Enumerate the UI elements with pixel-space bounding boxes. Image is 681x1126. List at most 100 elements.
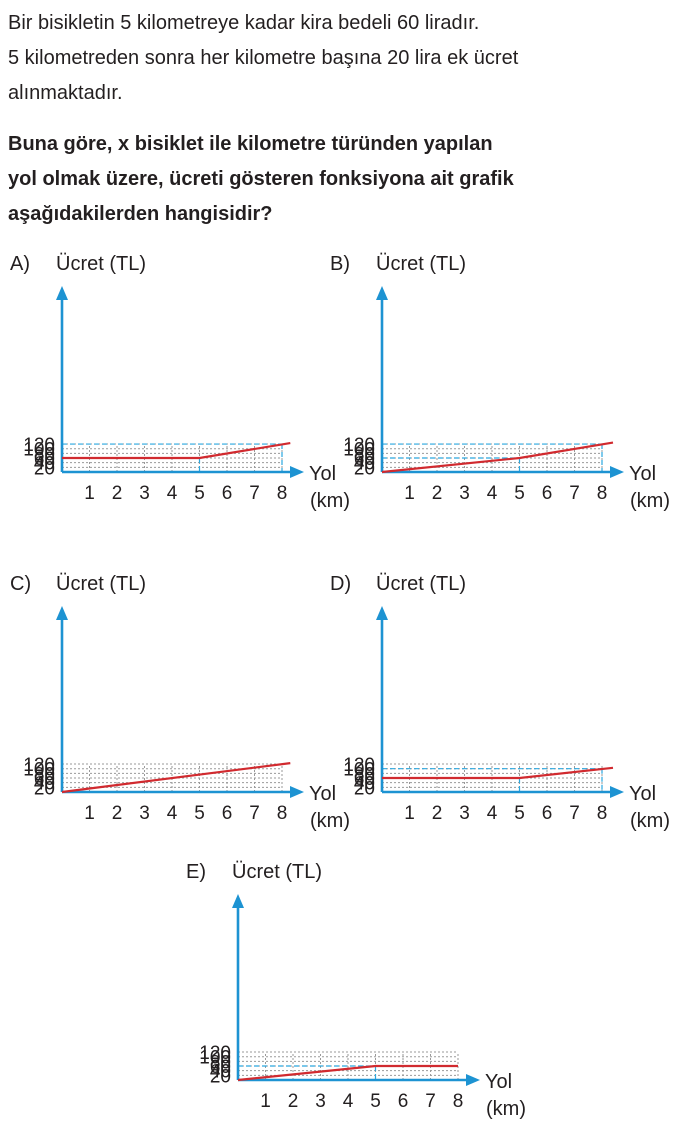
y-tick-label: 120: [343, 435, 375, 456]
x-tick-label: 3: [459, 803, 470, 824]
question-text: Buna göre, x bisiklet ile kilometre türü…: [8, 127, 676, 232]
x-tick-label: 4: [167, 803, 178, 824]
x-tick-label: 3: [139, 483, 150, 504]
option-label: D): [330, 573, 351, 595]
x-tick-label: 7: [569, 483, 580, 504]
y-tick-label: 100: [343, 760, 375, 781]
x-tick-label: 2: [112, 483, 123, 504]
y-axis-title: Ücret (TL): [232, 861, 322, 883]
problem-statement: Bir bisikletin 5 kilometreye kadar kira …: [8, 6, 676, 111]
y-tick-label: 20: [354, 778, 375, 799]
series-line: [381, 441, 614, 474]
statement-line-2: 5 kilometreden sonra her kilometre başın…: [8, 47, 519, 69]
y-tick-label: 40: [210, 1062, 231, 1083]
x-axis-arrow: [290, 786, 304, 798]
x-tick-label: 4: [487, 483, 498, 504]
y-tick-label: 80: [34, 764, 55, 785]
y-tick-label: 40: [34, 774, 55, 795]
x-tick-label: 3: [139, 803, 150, 824]
x-tick-label: 7: [569, 803, 580, 824]
y-axis-arrow: [376, 606, 388, 620]
option-label: B): [330, 253, 350, 275]
y-tick-label: 60: [354, 769, 375, 790]
x-tick-label: 4: [487, 803, 498, 824]
x-axis-title: Yol: [629, 783, 656, 805]
x-tick-label: 5: [514, 483, 525, 504]
y-axis-title: Ücret (TL): [376, 253, 466, 275]
x-axis-title: Yol: [309, 463, 336, 485]
x-tick-label: 5: [370, 1091, 381, 1112]
y-tick-label: 40: [354, 774, 375, 795]
question-line-1: Buna göre, x bisiklet ile kilometre türü…: [8, 133, 493, 155]
x-axis-arrow: [610, 786, 624, 798]
y-tick-label: 100: [343, 440, 375, 461]
y-axis-arrow: [56, 286, 68, 300]
y-tick-label: 20: [210, 1066, 231, 1087]
x-tick-label: 3: [315, 1091, 326, 1112]
x-tick-label: 5: [194, 483, 205, 504]
x-tick-label: 7: [425, 1091, 436, 1112]
y-tick-label: 60: [354, 449, 375, 470]
y-tick-label: 60: [210, 1057, 231, 1078]
x-axis-unit: (km): [486, 1098, 526, 1120]
y-tick-label: 40: [354, 454, 375, 475]
x-tick-label: 2: [112, 803, 123, 824]
y-tick-label: 80: [210, 1052, 231, 1073]
x-axis-arrow: [290, 466, 304, 478]
x-tick-label: 2: [432, 803, 443, 824]
question-line-3: aşağıdakilerden hangisidir?: [8, 203, 273, 225]
x-axis-title: Yol: [309, 783, 336, 805]
x-tick-label: 8: [597, 803, 608, 824]
x-tick-label: 8: [453, 1091, 464, 1112]
y-tick-label: 100: [199, 1048, 231, 1069]
x-tick-label: 5: [514, 803, 525, 824]
x-tick-label: 6: [542, 803, 553, 824]
statement-line-1: Bir bisikletin 5 kilometreye kadar kira …: [8, 12, 480, 34]
x-axis-unit: (km): [310, 490, 350, 512]
x-tick-label: 8: [277, 803, 288, 824]
x-tick-label: 8: [597, 483, 608, 504]
y-tick-label: 80: [354, 444, 375, 465]
question-line-2: yol olmak üzere, ücreti gösteren fonksiy…: [8, 168, 514, 190]
x-tick-label: 1: [404, 483, 415, 504]
y-tick-label: 120: [199, 1043, 231, 1064]
x-axis-arrow: [610, 466, 624, 478]
y-tick-label: 60: [34, 769, 55, 790]
y-tick-label: 20: [354, 458, 375, 479]
x-tick-label: 4: [167, 483, 178, 504]
y-tick-label: 120: [343, 755, 375, 776]
x-axis-unit: (km): [630, 810, 670, 832]
y-axis-arrow: [56, 606, 68, 620]
x-tick-label: 3: [459, 483, 470, 504]
series-line: [61, 762, 291, 794]
y-tick-label: 40: [34, 454, 55, 475]
x-axis-unit: (km): [310, 810, 350, 832]
y-axis-title: Ücret (TL): [376, 573, 466, 595]
x-tick-label: 1: [404, 803, 415, 824]
x-axis-unit: (km): [630, 490, 670, 512]
y-tick-label: 60: [34, 449, 55, 470]
x-tick-label: 4: [343, 1091, 354, 1112]
x-tick-label: 6: [222, 483, 233, 504]
y-tick-label: 120: [23, 755, 55, 776]
y-tick-label: 80: [34, 444, 55, 465]
statement-line-3: alınmaktadır.: [8, 82, 123, 104]
x-tick-label: 7: [249, 803, 260, 824]
x-tick-label: 1: [84, 483, 95, 504]
y-tick-label: 120: [23, 435, 55, 456]
y-tick-label: 100: [23, 760, 55, 781]
x-tick-label: 1: [84, 803, 95, 824]
y-tick-label: 100: [23, 440, 55, 461]
x-tick-label: 6: [398, 1091, 409, 1112]
x-axis-title: Yol: [485, 1071, 512, 1093]
y-tick-label: 20: [34, 458, 55, 479]
y-axis-title: Ücret (TL): [56, 253, 146, 275]
x-axis-title: Yol: [629, 463, 656, 485]
y-axis-arrow: [232, 894, 244, 908]
y-tick-label: 20: [34, 778, 55, 799]
